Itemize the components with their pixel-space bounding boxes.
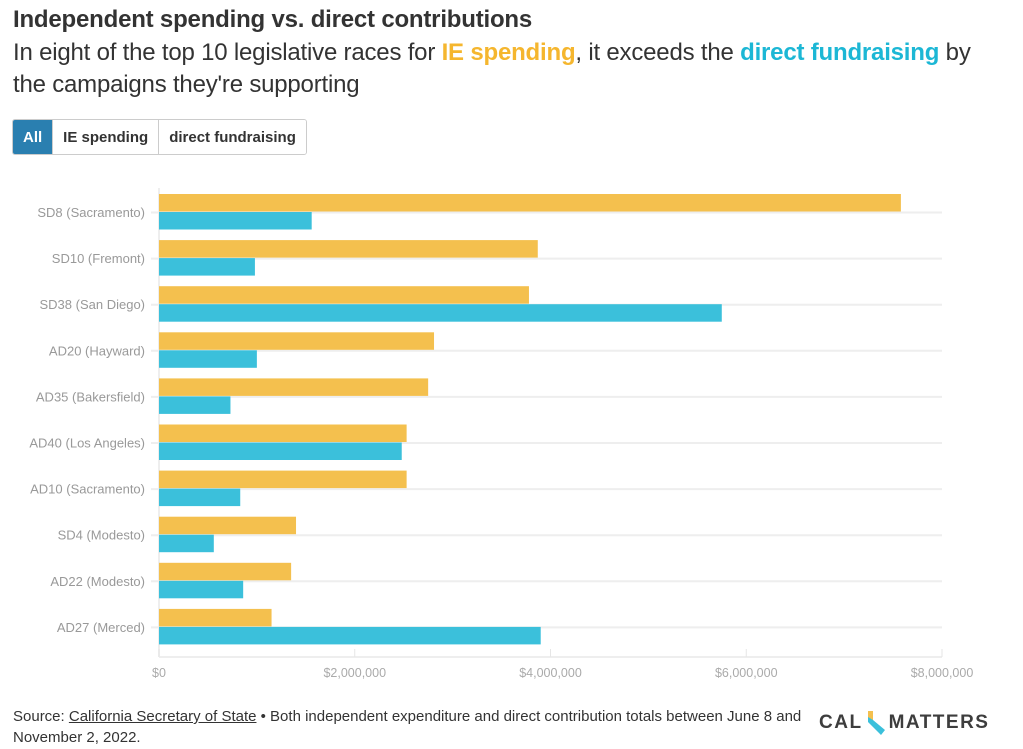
footer-note: Source: California Secretary of State • … xyxy=(13,706,813,748)
bar-direct-fundraising xyxy=(159,626,541,645)
bar-direct-fundraising xyxy=(159,304,722,322)
subtitle-direct-highlight: direct fundraising xyxy=(740,39,940,66)
bar-ie-spending xyxy=(159,286,529,304)
x-tick-label: $0 xyxy=(152,666,166,680)
chart-title: Independent spending vs. direct contribu… xyxy=(13,6,533,33)
subtitle-text: , it exceeds the xyxy=(575,39,741,66)
logo-text-matters: MATTERS xyxy=(888,712,990,733)
subtitle-text: In eight of the top 10 legislative races… xyxy=(13,39,442,66)
bar-ie-spending xyxy=(159,470,407,489)
category-label: AD40 (Los Angeles) xyxy=(29,436,145,451)
bar-direct-fundraising xyxy=(159,534,214,553)
category-label: AD22 (Modesto) xyxy=(50,574,145,589)
bar-direct-fundraising xyxy=(159,580,244,599)
bar-ie-spending xyxy=(159,608,272,627)
bar-ie-spending xyxy=(159,378,429,396)
category-label: SD10 (Fremont) xyxy=(52,251,145,266)
bar-ie-spending xyxy=(159,424,407,442)
category-label: AD20 (Hayward) xyxy=(49,343,145,358)
subtitle-ie-highlight: IE spending xyxy=(441,39,576,66)
chart-subtitle: In eight of the top 10 legislative races… xyxy=(13,37,973,101)
category-label: AD35 (Bakersfield) xyxy=(36,389,145,404)
bar-direct-fundraising xyxy=(159,396,231,414)
bar-chart: SD8 (Sacramento) SD10 (Fremont) SD38 (San … xyxy=(29,188,974,680)
calmatters-logo: CAL MATTERS xyxy=(819,711,989,735)
x-tick-label: $8,000,000 xyxy=(911,666,974,680)
footer-text: • Both independent expenditure and direc… xyxy=(13,708,802,746)
bar-direct-fundraising xyxy=(159,442,402,460)
category-label: SD8 (Sacramento) xyxy=(37,205,145,220)
bar-ie-spending xyxy=(159,332,435,350)
x-tick-label: $2,000,000 xyxy=(323,666,386,680)
category-label: AD10 (Sacramento) xyxy=(30,482,145,497)
source-prefix: Source: xyxy=(13,708,69,725)
x-tick-label: $4,000,000 xyxy=(519,666,582,680)
source-link[interactable]: California Secretary of State xyxy=(68,708,257,725)
bar-ie-spending xyxy=(159,240,538,258)
category-label: AD27 (Merced) xyxy=(57,620,145,635)
logo-text-cal: CAL xyxy=(819,712,863,733)
x-tick-label: $6,000,000 xyxy=(715,666,778,680)
california-icon xyxy=(867,711,885,735)
bar-direct-fundraising xyxy=(159,350,257,368)
subtitle-text: by the campaigns they're supporting xyxy=(13,39,971,98)
bar-direct-fundraising xyxy=(159,258,255,276)
bar-direct-fundraising xyxy=(159,488,241,507)
category-label: SD4 (Modesto) xyxy=(58,528,145,543)
toggle-ie-spending-button[interactable]: IE spending xyxy=(53,120,160,154)
series-toggle: All IE spending direct fundraising xyxy=(12,119,307,155)
bar-ie-spending xyxy=(159,194,901,212)
bar-ie-spending xyxy=(159,516,297,535)
category-label: SD38 (San Diego) xyxy=(40,297,146,312)
bar-direct-fundraising xyxy=(159,212,312,230)
toggle-all-button[interactable]: All xyxy=(13,120,54,154)
toggle-direct-fundraising-button[interactable]: direct fundraising xyxy=(159,120,306,154)
bar-ie-spending xyxy=(159,562,292,581)
